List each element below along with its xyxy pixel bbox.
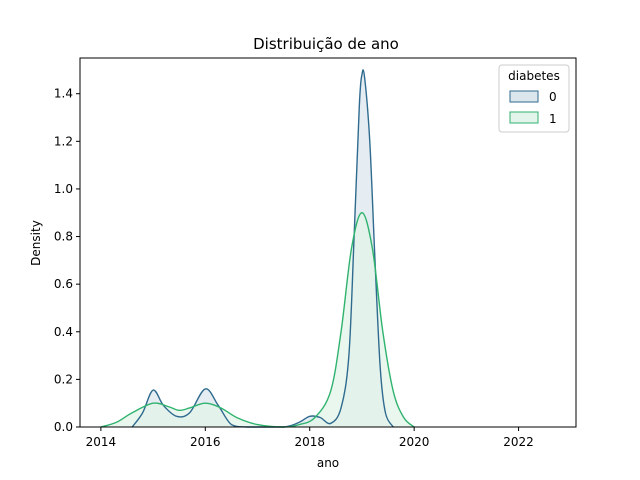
x-tick-label: 2018 bbox=[294, 435, 325, 449]
legend-label-1: 1 bbox=[549, 112, 557, 126]
y-tick-label: 0.0 bbox=[54, 420, 73, 434]
legend-label-0: 0 bbox=[549, 90, 557, 104]
x-axis: 2014 2016 2018 2020 2022 bbox=[86, 427, 534, 449]
x-tick-label: 2016 bbox=[190, 435, 221, 449]
legend: diabetes 0 1 bbox=[498, 64, 570, 133]
y-tick-label: 0.2 bbox=[54, 372, 73, 386]
x-axis-label: ano bbox=[317, 456, 339, 470]
x-tick-label: 2014 bbox=[86, 435, 117, 449]
legend-swatch-1 bbox=[509, 111, 539, 124]
y-axis: 0.0 0.2 0.4 0.6 0.8 1.0 1.2 1.4 bbox=[54, 87, 80, 434]
y-tick-label: 0.8 bbox=[54, 230, 73, 244]
series-0-line bbox=[131, 69, 394, 428]
y-axis-label: Density bbox=[29, 220, 43, 266]
legend-swatch-0 bbox=[509, 90, 539, 103]
chart-title: Distribuição de ano bbox=[253, 35, 399, 53]
x-tick-label: 2022 bbox=[503, 435, 534, 449]
y-tick-label: 1.2 bbox=[54, 134, 73, 148]
y-tick-label: 1.4 bbox=[54, 87, 73, 101]
series-1-area bbox=[100, 212, 415, 427]
y-tick-label: 1.0 bbox=[54, 182, 73, 196]
y-tick-label: 0.4 bbox=[54, 325, 73, 339]
legend-title: diabetes bbox=[508, 69, 560, 83]
x-tick-label: 2020 bbox=[399, 435, 430, 449]
y-tick-label: 0.6 bbox=[54, 277, 73, 291]
plot-frame bbox=[79, 57, 577, 428]
